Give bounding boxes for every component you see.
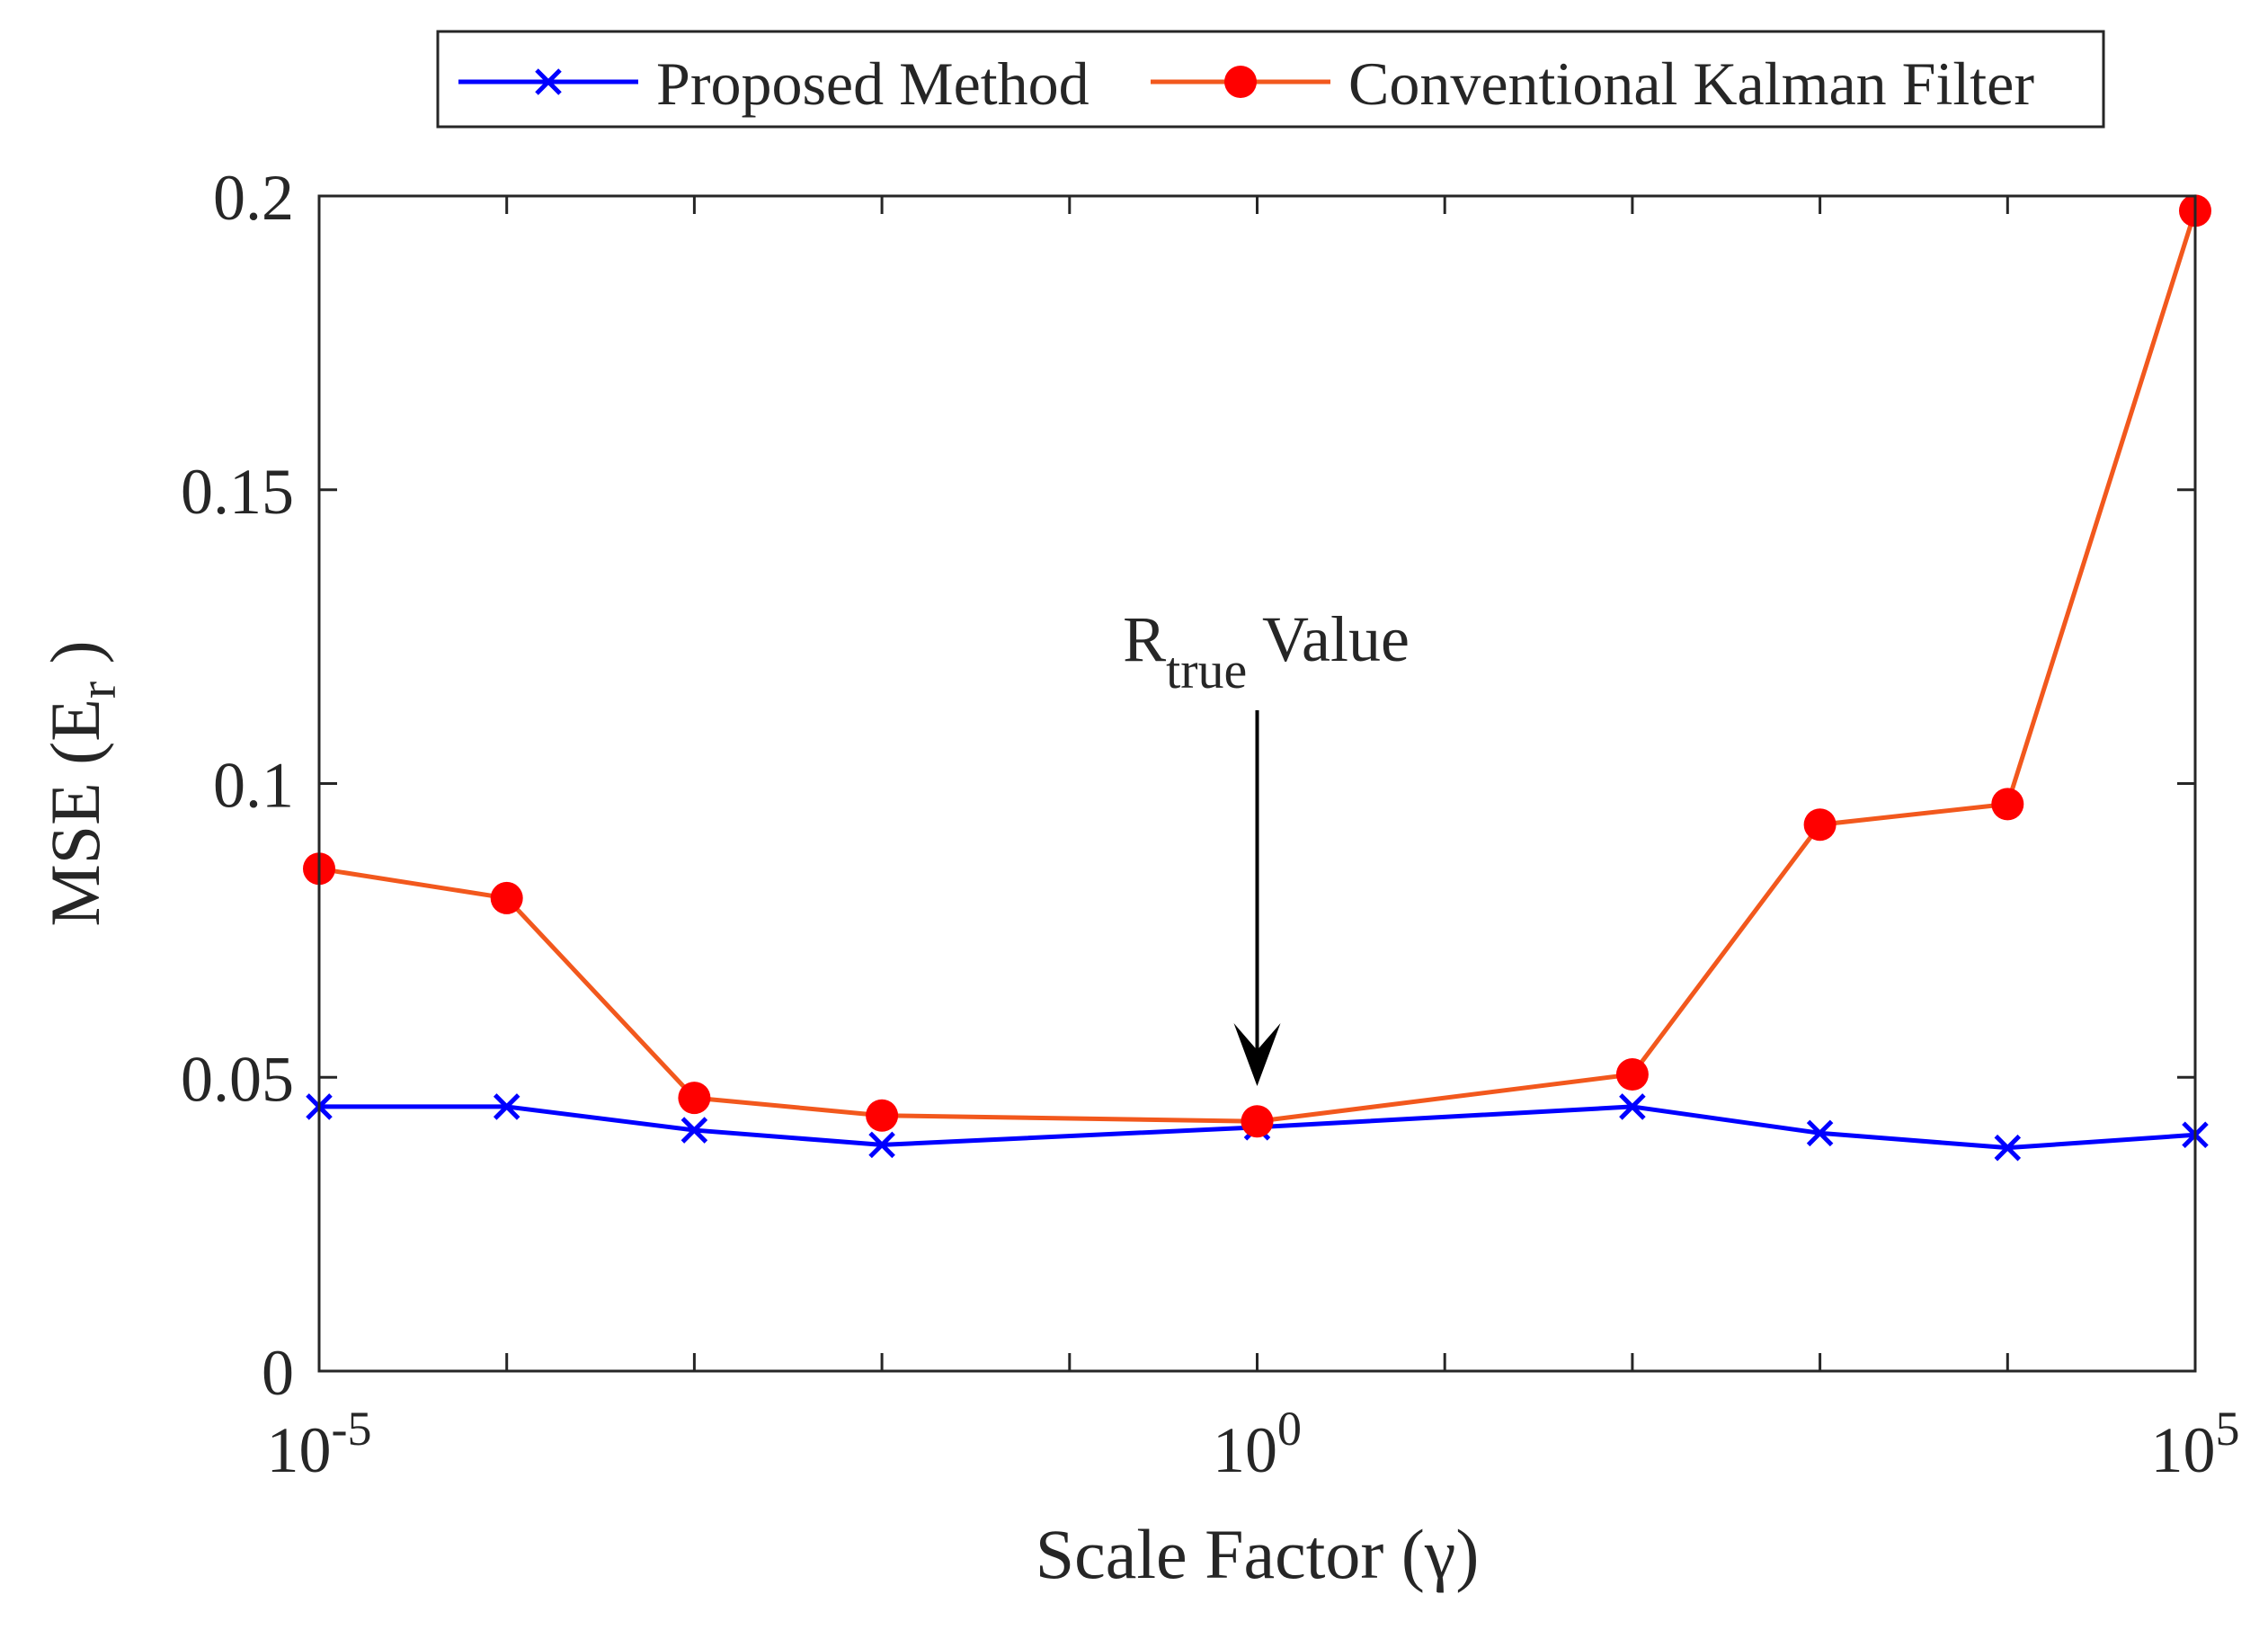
x-tick-exponent: 5 (2216, 1402, 2240, 1456)
series-2-point (1615, 1057, 1649, 1091)
annotation-subscript: true (1166, 641, 1247, 699)
y-tick-label: 0.05 (181, 1043, 294, 1115)
marker-stroke (680, 1117, 708, 1144)
series-2-point (1991, 788, 2024, 821)
x-tick-label: 10-5 (267, 1402, 372, 1486)
annotation-rest: Value (1247, 603, 1410, 675)
series-1-point (1994, 1134, 2022, 1162)
legend-box (436, 30, 2105, 129)
annotation-label: Rtrue Value (1123, 603, 1410, 699)
y-tick-label: 0.1 (213, 750, 294, 822)
annotation-arrow-head (1233, 1023, 1281, 1087)
series-1-point (493, 1093, 520, 1120)
y-tick-label: 0.15 (181, 456, 294, 528)
x-tick-label: 105 (2151, 1402, 2240, 1486)
y-axis-label-end: ) (36, 640, 114, 681)
legend-item-2: Conventional Kalman Filter (1151, 49, 2034, 118)
plot-frame (317, 194, 2197, 1373)
series-1-point (1806, 1119, 1834, 1147)
x-tick-base: 10 (1213, 1414, 1277, 1486)
series-2-point (490, 881, 523, 914)
r-true-annotation: Rtrue Value (1123, 603, 1410, 1087)
x-tick-base: 10 (267, 1414, 332, 1486)
y-axis-label-main: MSE (E (36, 699, 114, 927)
x-tick-exponent: -5 (332, 1402, 372, 1456)
series-2-point (1803, 808, 1837, 842)
series-2-point (1241, 1105, 1274, 1138)
x-tick-exponent: 0 (1277, 1402, 1302, 1456)
marker-stroke (493, 1093, 520, 1120)
legend-items: Proposed Method Conventional Kalman Filte… (458, 49, 2034, 118)
marker-stroke (1806, 1119, 1834, 1147)
legend-label: Proposed Method (656, 49, 1090, 118)
x-axis-label: Scale Factor (γ) (1036, 1515, 1480, 1593)
series-2-point (678, 1082, 711, 1115)
x-tick-label: 100 (1213, 1402, 1302, 1486)
legend-marker (1224, 66, 1257, 98)
series-2-point (866, 1099, 899, 1132)
legend: Proposed Method Conventional Kalman Filte… (436, 30, 2105, 129)
y-axis-label: MSE (Er ) (36, 640, 127, 926)
y-tick-labels: 0 0.05 0.1 0.15 0.2 (181, 162, 294, 1409)
series-1-point (868, 1131, 895, 1159)
x-tick-labels: 10-5 100 105 (267, 1402, 2240, 1486)
y-tick-label: 0.2 (213, 162, 294, 234)
legend-item-1: Proposed Method (458, 49, 1090, 118)
series-1-point (680, 1117, 708, 1144)
legend-marker (535, 68, 562, 95)
annotation-main: R (1123, 603, 1166, 675)
y-tick-label: 0 (262, 1337, 294, 1409)
marker-stroke (1994, 1134, 2022, 1162)
y-axis-label-subscript: r (68, 681, 127, 699)
legend-label: Conventional Kalman Filter (1348, 49, 2034, 118)
series-markers (303, 194, 2211, 1162)
series-1-point (1619, 1093, 1646, 1120)
x-tick-base: 10 (2151, 1414, 2216, 1486)
marker-stroke (1619, 1093, 1646, 1120)
marker-stroke (868, 1131, 895, 1159)
